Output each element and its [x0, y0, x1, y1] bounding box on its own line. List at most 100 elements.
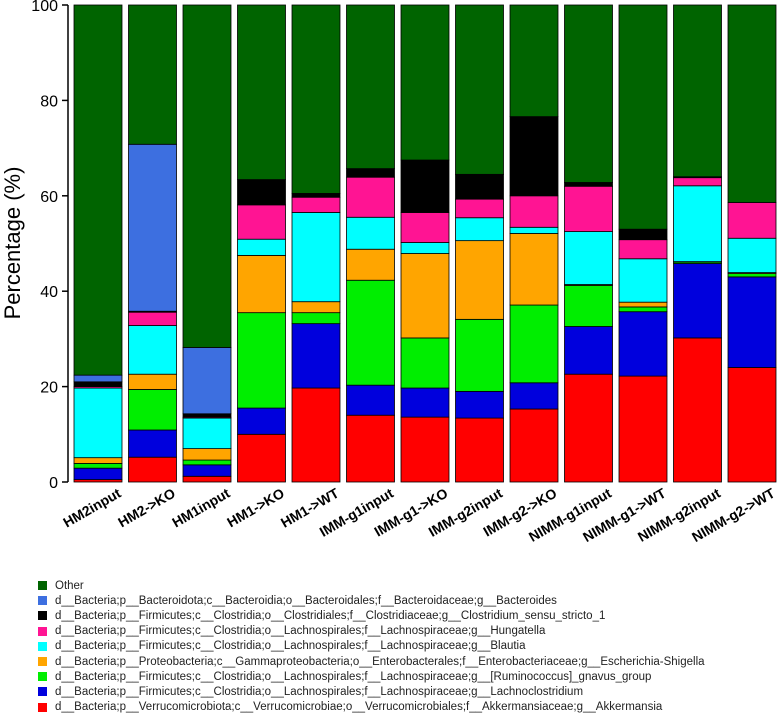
bar-segment-4-0 [292, 388, 340, 482]
bar-segment-6-1 [401, 388, 449, 417]
bar-segment-9-0 [565, 374, 613, 482]
legend-label: d__Bacteria;p__Firmicutes;c__Clostridia;… [55, 640, 526, 652]
bar-segment-4-5 [292, 197, 340, 212]
bar-segment-3-5 [238, 205, 286, 239]
bar-segment-2-6 [183, 414, 231, 417]
bar-segment-5-2 [347, 280, 395, 385]
bar-segment-11-0 [674, 338, 722, 482]
x-tick-label: HM2input [60, 485, 124, 531]
bar-segment-5-0 [347, 415, 395, 482]
bar-segment-6-5 [401, 212, 449, 242]
legend-swatch [38, 687, 47, 696]
bar-segment-6-6 [401, 160, 449, 212]
bar-segment-11-8 [674, 5, 722, 177]
bar-segment-7-2 [456, 319, 504, 391]
legend-label: d__Bacteria;p__Firmicutes;c__Clostridia;… [55, 625, 545, 637]
bar-segment-7-3 [456, 241, 504, 320]
bar-segment-3-2 [238, 313, 286, 408]
y-tick-label: 100 [31, 0, 58, 15]
bar-segment-1-8 [129, 5, 177, 144]
bar-segment-8-0 [510, 409, 558, 482]
bar-segment-7-0 [456, 418, 504, 482]
legend-swatch [38, 581, 47, 590]
bar-segment-1-2 [129, 389, 177, 430]
legend-swatch [38, 703, 47, 712]
stacked-bar-chart: HM2inputHM2->KOHM1inputHM1->KOHM1->WTIMM… [0, 0, 778, 580]
bar-segment-10-3 [619, 302, 667, 307]
bar-segment-5-3 [347, 249, 395, 280]
bar-segment-8-5 [510, 196, 558, 227]
bar-segment-0-7 [74, 375, 122, 382]
bar-segment-1-1 [129, 430, 177, 457]
bar-segment-2-1 [183, 465, 231, 476]
legend-item: d__Bacteria;p__Bacteroidota;c__Bacteroid… [38, 593, 773, 608]
legend-label: d__Bacteria;p__Firmicutes;c__Clostridia;… [55, 671, 651, 683]
bar-segment-11-4 [674, 186, 722, 262]
bar-segment-7-6 [456, 174, 504, 199]
bar-segment-9-2 [565, 285, 613, 326]
legend-swatch [38, 672, 47, 681]
legend-label: d__Bacteria;p__Firmicutes;c__Clostridia;… [55, 610, 605, 622]
bar-segment-0-6 [74, 382, 122, 387]
bar-segment-12-0 [728, 368, 776, 482]
bar-segment-3-6 [238, 180, 286, 205]
bar-segment-8-1 [510, 383, 558, 409]
bar-segment-5-6 [347, 169, 395, 178]
bar-segment-8-3 [510, 233, 558, 305]
bar-segment-4-3 [292, 302, 340, 313]
legend-swatch [38, 596, 47, 605]
bar-segment-7-1 [456, 391, 504, 418]
bar-segment-9-4 [565, 232, 613, 285]
legend-label: Other [55, 580, 84, 592]
bar-segment-4-4 [292, 212, 340, 301]
y-tick-label: 60 [40, 189, 58, 206]
bar-segment-9-8 [565, 5, 613, 182]
bar-segment-7-5 [456, 199, 504, 218]
bar-segment-12-8 [728, 5, 776, 202]
bar-segment-11-5 [674, 178, 722, 186]
bar-segment-2-2 [183, 460, 231, 465]
bar-segment-9-5 [565, 186, 613, 231]
bar-segment-5-5 [347, 177, 395, 217]
y-tick-label: 40 [40, 284, 58, 301]
bar-segment-9-6 [565, 182, 613, 186]
bar-segment-9-1 [565, 326, 613, 374]
legend-item: d__Bacteria;p__Firmicutes;c__Clostridia;… [38, 639, 773, 654]
legend-item: d__Bacteria;p__Firmicutes;c__Clostridia;… [38, 669, 773, 684]
bars-layer [74, 5, 776, 482]
bar-segment-0-4 [74, 388, 122, 458]
x-tick-label: HM1input [169, 485, 233, 531]
bar-segment-10-5 [619, 240, 667, 259]
bar-segment-1-7 [129, 144, 177, 311]
bar-segment-5-1 [347, 385, 395, 415]
bar-segment-6-4 [401, 243, 449, 254]
y-tick-label: 80 [40, 93, 58, 110]
legend-item: d__Bacteria;p__Proteobacteria;c__Gammapr… [38, 654, 773, 669]
bar-segment-5-8 [347, 5, 395, 169]
legend-swatch [38, 642, 47, 651]
y-axis-label: Percentage (%) [0, 167, 25, 320]
bar-segment-4-6 [292, 193, 340, 197]
bar-segment-12-4 [728, 238, 776, 272]
bar-segment-0-3 [74, 458, 122, 464]
bar-segment-10-6 [619, 229, 667, 239]
bar-segment-5-4 [347, 217, 395, 249]
legend-swatch [38, 627, 47, 636]
bar-segment-8-4 [510, 227, 558, 233]
bar-segment-10-0 [619, 376, 667, 482]
bar-segment-3-8 [238, 5, 286, 180]
legend-item: d__Bacteria;p__Firmicutes;c__Clostridia;… [38, 624, 773, 639]
bar-segment-4-2 [292, 313, 340, 324]
bar-segment-10-2 [619, 307, 667, 312]
bar-segment-10-8 [619, 5, 667, 229]
x-tick-label: HM2->KO [115, 485, 178, 531]
x-tick-label: HM1->KO [224, 485, 287, 531]
bar-segment-10-4 [619, 259, 667, 302]
bar-segment-0-2 [74, 463, 122, 468]
bar-segment-3-3 [238, 255, 286, 312]
bar-segment-2-3 [183, 449, 231, 460]
bar-segment-2-8 [183, 5, 231, 347]
bar-segment-1-4 [129, 326, 177, 375]
bar-segment-12-5 [728, 202, 776, 238]
